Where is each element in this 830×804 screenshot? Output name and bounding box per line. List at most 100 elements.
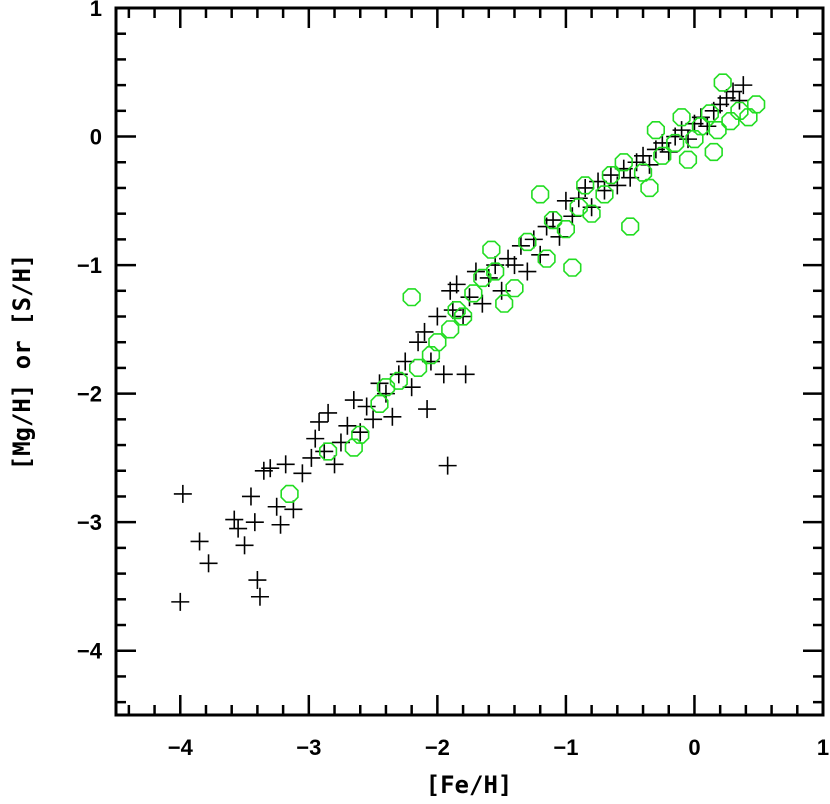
circle-point (713, 73, 732, 92)
plus-point (434, 365, 453, 384)
x-tick-label: −3 (296, 735, 321, 760)
circle-point (486, 262, 505, 281)
circle-point (408, 358, 428, 378)
y-tick-label: −4 (77, 639, 103, 664)
circle-point (389, 371, 408, 390)
plus-point (364, 410, 383, 429)
plus-point (271, 515, 290, 534)
circle-point (700, 104, 720, 123)
plus-point (734, 76, 753, 95)
plus-point (293, 464, 312, 483)
plus-point (173, 484, 192, 503)
circle-point (704, 142, 723, 162)
plus-point (402, 378, 421, 397)
circle-point (746, 95, 766, 114)
plus-point (344, 391, 363, 410)
plus-point (338, 416, 357, 435)
circle-point (376, 378, 396, 397)
plus-point (370, 374, 389, 393)
plus-point (531, 245, 550, 264)
plus-point (460, 288, 479, 307)
circle-point (646, 121, 666, 140)
circle-point (653, 146, 672, 165)
plus-point (511, 236, 530, 255)
plus-point (473, 294, 492, 313)
plus-point (524, 230, 543, 249)
circle-point (318, 442, 338, 461)
x-tick-label: 0 (688, 735, 700, 760)
plus-point (306, 429, 325, 448)
plus-point (199, 554, 218, 573)
y-tick-label: −3 (77, 510, 102, 535)
x-tick-labels: −4 −3 −2 −1 0 1 (168, 735, 829, 760)
plus-point (190, 532, 209, 551)
circle-point (495, 294, 514, 313)
plot-frame (114, 6, 825, 717)
plus-point (235, 536, 254, 555)
plus-point (229, 519, 248, 538)
x-tick-label: 1 (817, 735, 829, 760)
circle-point (543, 211, 563, 230)
plus-point (438, 456, 457, 475)
circle-point (473, 268, 492, 288)
plus-point (418, 400, 437, 419)
y-tick-label: −2 (77, 382, 102, 407)
circle-point (351, 425, 370, 444)
plus-point (267, 497, 286, 516)
circle-point (595, 185, 614, 204)
circle-point (453, 307, 473, 326)
circle-point (280, 484, 299, 504)
circle-point (563, 258, 582, 277)
plus-point (518, 262, 537, 281)
circle-point (447, 300, 466, 320)
y-tick-label: 0 (90, 125, 102, 150)
plus-point (261, 459, 280, 478)
plus-point (276, 455, 295, 474)
plus-point (357, 397, 376, 416)
plus-point (456, 365, 475, 384)
plus-point (492, 281, 511, 300)
plus-point (302, 448, 321, 467)
circle-point (428, 333, 447, 352)
plus-point (325, 455, 344, 474)
x-tick-label: −1 (553, 735, 578, 760)
circle-point (556, 220, 576, 239)
plus-point (319, 403, 338, 422)
y-tick-labels: −4 −3 −2 −1 0 1 (77, 0, 103, 664)
circle-point (482, 240, 501, 259)
plus-point (310, 412, 329, 431)
plus-point (396, 352, 415, 371)
data-points (171, 73, 766, 611)
plus-point (245, 513, 264, 532)
plus-point (284, 500, 303, 519)
plus-point (409, 333, 428, 352)
circle-point (402, 288, 421, 307)
circle-point (582, 204, 601, 223)
y-tick-label: 1 (90, 0, 102, 21)
circle-point (672, 108, 691, 127)
x-tick-label: −2 (425, 735, 450, 760)
plus-point (556, 191, 575, 210)
circle-point (441, 320, 460, 339)
circle-point (640, 178, 659, 198)
circle-point (678, 150, 698, 169)
circle-point (614, 153, 633, 172)
circle-point (505, 279, 524, 298)
plus-point (505, 256, 524, 275)
circle-point (666, 133, 685, 153)
axis-ticks (116, 6, 825, 715)
circle-point (518, 232, 537, 252)
plus-point (601, 166, 620, 185)
x-axis-title: [Fe/H] (426, 771, 513, 799)
circle-point (537, 249, 556, 268)
circle-point (464, 284, 483, 303)
plus-point (428, 307, 447, 326)
circle-point (721, 112, 740, 131)
plus-point (171, 592, 190, 611)
plus-point (544, 211, 563, 230)
plus-point (383, 407, 402, 426)
plus-point (248, 571, 267, 590)
plus-point (415, 322, 434, 341)
plus-point (447, 275, 466, 294)
